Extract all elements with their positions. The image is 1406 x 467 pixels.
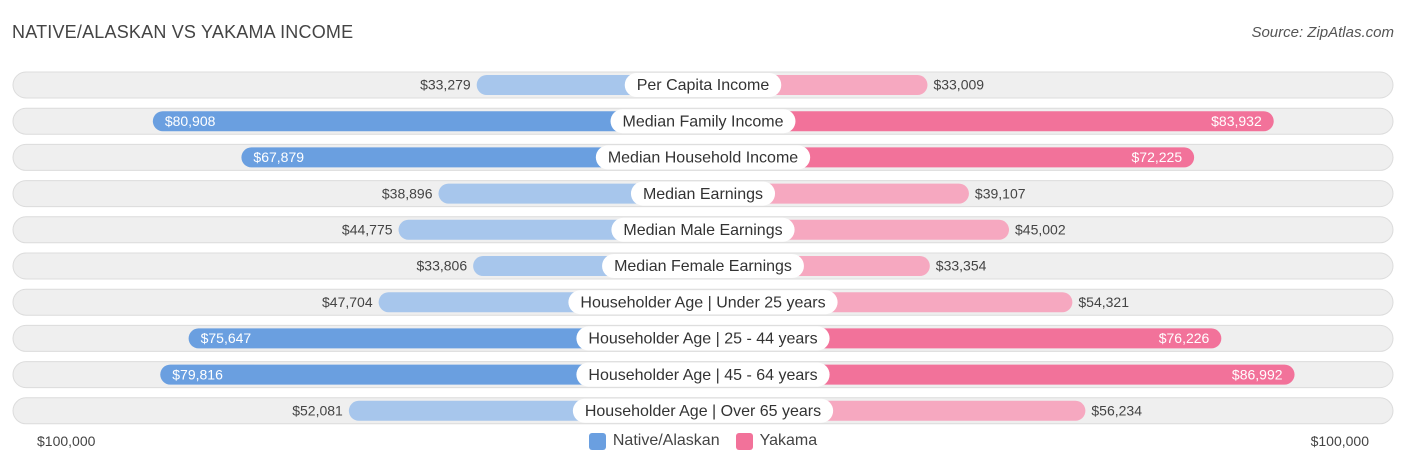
legend-item-yakama[interactable]: Yakama (735, 432, 818, 450)
category-label: Median Female Earnings (614, 258, 792, 275)
legend-item-native-alaskan[interactable]: Native/Alaskan (588, 432, 720, 450)
value-label-native-alaskan: $52,081 (292, 403, 343, 419)
value-label-native-alaskan: $79,816 (172, 366, 223, 382)
category-label: Median Male Earnings (623, 222, 782, 239)
bar-native-alaskan (241, 147, 704, 168)
bar-yakama (703, 364, 1295, 385)
income-chart: $33,279 $33,009 Per Capita Income $80,908 $8… (12, 71, 1394, 425)
value-label-yakama: $33,009 (933, 77, 984, 93)
bar-yakama (703, 111, 1274, 132)
bar-yakama (703, 328, 1222, 349)
category-pill (576, 326, 830, 351)
category-pill (624, 73, 782, 97)
bar-native-alaskan (188, 328, 703, 349)
bar-yakama (703, 147, 1195, 168)
value-label-native-alaskan: $67,879 (253, 149, 304, 165)
value-label-yakama: $72,225 (1132, 149, 1183, 165)
source-label: Source: ZipAtlas.com (1251, 24, 1394, 41)
category-label: Median Family Income (623, 113, 784, 130)
value-label-native-alaskan: $47,704 (322, 294, 373, 310)
category-label: Householder Age | Over 65 years (585, 403, 821, 420)
category-label: Householder Age | 45 - 64 years (588, 367, 817, 384)
category-pill (611, 217, 795, 242)
axis-right-label: $100,000 (1310, 433, 1369, 449)
legend-label-yakama: Yakama (759, 432, 818, 449)
chart-title: NATIVE/ALASKAN VS YAKAMA INCOME (12, 22, 354, 42)
category-pill (576, 362, 830, 387)
axis-left-label: $100,000 (37, 433, 96, 449)
value-label-native-alaskan: $44,775 (342, 222, 393, 238)
category-label: Median Earnings (643, 186, 763, 203)
category-label: Householder Age | 25 - 44 years (588, 331, 817, 348)
category-pill (610, 109, 796, 134)
legend-label-native-alaskan: Native/Alaskan (612, 432, 720, 449)
value-label-yakama: $83,932 (1211, 113, 1262, 129)
category-pill (595, 145, 811, 170)
category-pill (630, 181, 776, 206)
bar-native-alaskan (160, 364, 703, 385)
category-label: Median Household Income (608, 150, 798, 167)
value-label-yakama: $33,354 (936, 258, 987, 274)
category-label: Householder Age | Under 25 years (580, 294, 825, 311)
value-label-yakama: $54,321 (1078, 294, 1129, 310)
legend: Native/Alaskan Yakama (0, 432, 1406, 450)
category-label: Per Capita Income (637, 77, 770, 94)
value-label-yakama: $39,107 (975, 185, 1026, 201)
value-label-yakama: $56,234 (1091, 403, 1142, 419)
bar-native-alaskan (152, 111, 703, 132)
value-label-native-alaskan: $75,647 (201, 330, 252, 346)
value-label-native-alaskan: $80,908 (165, 113, 216, 129)
value-label-native-alaskan: $33,279 (420, 77, 471, 93)
value-label-yakama: $86,992 (1232, 366, 1283, 382)
legend-swatch-yakama (735, 432, 753, 450)
value-label-yakama: $45,002 (1015, 222, 1066, 238)
value-label-yakama: $76,226 (1159, 330, 1210, 346)
value-label-native-alaskan: $38,896 (382, 185, 433, 201)
legend-swatch-native-alaskan (588, 432, 606, 450)
category-pill (602, 254, 804, 278)
value-label-native-alaskan: $33,806 (417, 258, 468, 274)
category-pill (568, 290, 838, 315)
category-pill (572, 398, 834, 423)
